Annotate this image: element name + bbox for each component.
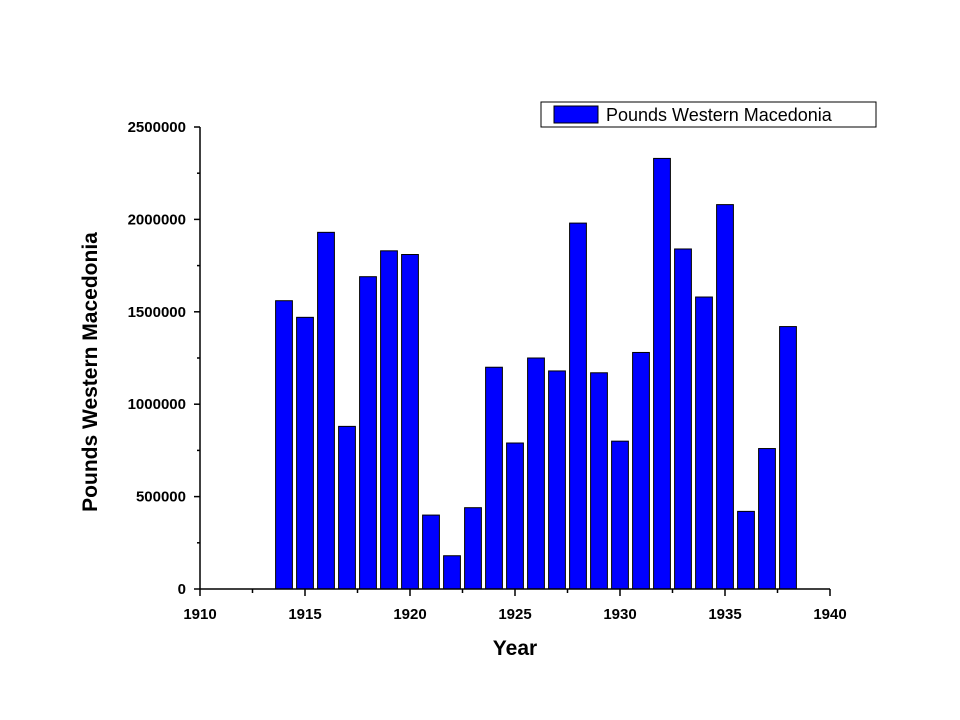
bar-1926 — [527, 357, 545, 590]
bars-group — [275, 157, 797, 590]
y-tick-label: 2500000 — [128, 119, 186, 136]
y-tick-label: 2000000 — [128, 211, 186, 228]
bar-1931 — [632, 351, 650, 590]
legend-label: Pounds Western Macedonia — [606, 105, 833, 125]
y-tick-label: 1000000 — [128, 396, 186, 413]
bar-1932 — [653, 157, 671, 590]
x-axis-title: Year — [493, 637, 537, 660]
y-tick-label: 1500000 — [128, 304, 186, 321]
x-tick-label: 1935 — [708, 606, 741, 623]
bar-1934 — [695, 296, 713, 590]
bar-1930 — [611, 440, 629, 590]
bar-1914 — [275, 300, 293, 590]
x-tick-label: 1940 — [813, 606, 846, 623]
bar-1919 — [380, 250, 398, 590]
x-tick-label: 1915 — [288, 606, 321, 623]
bar-1936 — [737, 510, 755, 590]
legend: Pounds Western Macedonia — [540, 101, 877, 128]
bar-1933 — [674, 248, 692, 590]
bar-1937 — [758, 448, 776, 590]
bar-1922 — [443, 555, 461, 590]
bar-1924 — [485, 366, 503, 590]
bar-1917 — [338, 425, 356, 590]
bar-1935 — [716, 204, 734, 590]
bar-1925 — [506, 442, 524, 590]
y-tick-label: 500000 — [136, 489, 186, 506]
bar-1929 — [590, 372, 608, 590]
bar-1923 — [464, 507, 482, 590]
ticks-group: 0 500000 1000000 1500000 2000000 2500000 1910 1… — [128, 119, 847, 623]
x-tick-label: 1930 — [603, 606, 636, 623]
y-tick-label: 0 — [178, 581, 186, 598]
x-tick-label: 1920 — [393, 606, 426, 623]
legend-swatch — [553, 105, 599, 124]
x-tick-label: 1925 — [498, 606, 531, 623]
bar-1920 — [401, 254, 419, 590]
bar-1915 — [296, 316, 314, 590]
x-tick-label: 1910 — [183, 606, 216, 623]
bar-1918 — [359, 276, 377, 590]
bar-1921 — [422, 514, 440, 590]
bar-1928 — [569, 222, 587, 590]
y-axis-title: Pounds Western Macedonia — [79, 232, 102, 512]
bar-1938 — [779, 326, 797, 590]
bar-1916 — [317, 231, 335, 590]
bar-1927 — [548, 370, 566, 590]
